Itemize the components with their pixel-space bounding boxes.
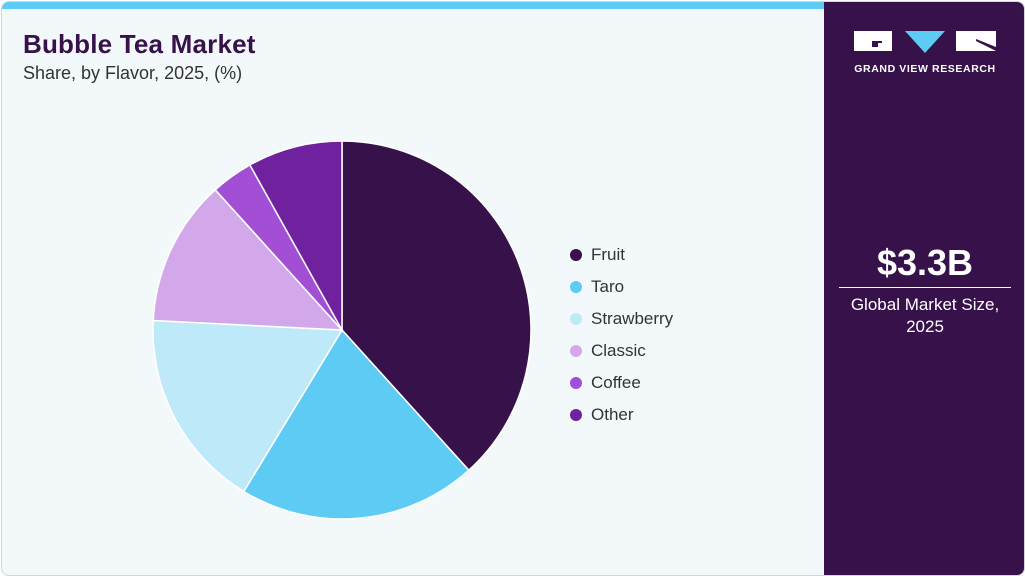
legend-dot-icon <box>570 377 582 389</box>
pie-slice-classic <box>152 188 344 331</box>
legend-label: Coffee <box>591 373 641 392</box>
pie-chart <box>152 140 532 520</box>
chart-title: Bubble Tea Market <box>23 29 256 59</box>
chart-legend: Fruit Taro Strawberry Classic Coffee Other <box>570 239 673 431</box>
legend-item-other: Other <box>570 399 673 431</box>
legend-dot-icon <box>570 281 582 293</box>
legend-item-classic: Classic <box>570 335 673 367</box>
grand-view-research-logo: GRAND VIEW RESEARCH <box>854 29 996 75</box>
market-size-panel: GRAND VIEW RESEARCH $3.3B Global Market … <box>824 2 1024 575</box>
legend-item-strawberry: Strawberry <box>570 303 673 335</box>
legend-item-coffee: Coffee <box>570 367 673 399</box>
legend-item-taro: Taro <box>570 271 673 303</box>
caption-line-1: Global Market Size, <box>850 295 1000 314</box>
gvr-logo-icon <box>854 31 996 53</box>
legend-label: Strawberry <box>591 309 674 328</box>
legend-dot-icon <box>570 249 582 261</box>
legend-dot-icon <box>570 345 582 357</box>
divider <box>839 287 1011 288</box>
chart-subtitle: Share, by Flavor, 2025, (%) <box>23 63 243 83</box>
logo-text: GRAND VIEW RESEARCH <box>854 63 996 75</box>
pie-slice-strawberry <box>152 319 344 493</box>
legend-dot-icon <box>570 409 582 421</box>
legend-item-fruit: Fruit <box>570 239 673 271</box>
pie-slice-other <box>248 140 343 333</box>
legend-label: Other <box>591 405 634 424</box>
caption-line-2: 2025 <box>906 317 944 336</box>
legend-label: Classic <box>591 341 646 360</box>
legend-label: Taro <box>591 277 625 296</box>
accent-bar <box>2 2 825 9</box>
legend-dot-icon <box>570 313 582 325</box>
legend-label: Fruit <box>591 245 625 264</box>
pie-slice-taro <box>242 328 470 520</box>
market-size-caption: Global Market Size, 2025 <box>824 294 1024 338</box>
market-size-value: $3.3B <box>876 242 974 283</box>
pie-slice-fruit <box>341 140 532 472</box>
